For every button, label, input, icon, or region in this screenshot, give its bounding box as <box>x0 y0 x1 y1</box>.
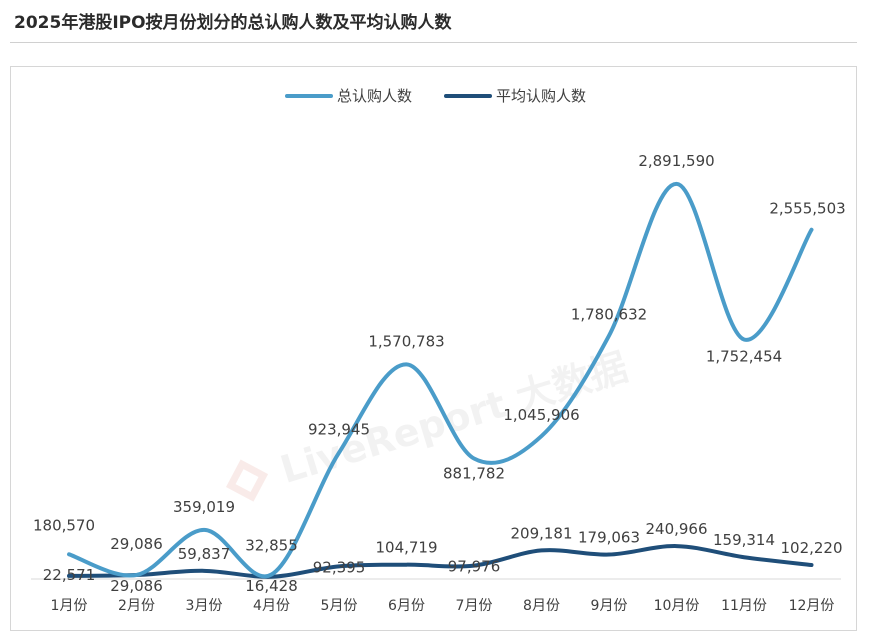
watermark: LiveReport 大数据 <box>226 345 633 502</box>
data-label-s0-4: 923,945 <box>308 421 370 439</box>
x-tick-label-0: 1月份 <box>51 598 88 614</box>
legend-label-1: 平均认购人数 <box>496 87 586 105</box>
x-tick-label-2: 3月份 <box>186 598 223 614</box>
series-line-1 <box>67 544 814 579</box>
data-label-s1-7: 209,181 <box>510 524 572 542</box>
data-label-s0-2: 359,019 <box>173 498 235 516</box>
data-label-s0-3: 32,855 <box>245 537 298 555</box>
data-label-s0-8: 1,780,632 <box>571 306 647 324</box>
data-label-s1-11: 102,220 <box>780 539 842 557</box>
data-label-s1-0: 22,571 <box>43 566 96 584</box>
chart-frame: LiveReport 大数据 180,570 29,086 359,019 32,855… <box>10 66 857 631</box>
x-tick-label-8: 9月份 <box>591 598 628 614</box>
x-tick-label-3: 4月份 <box>253 598 290 614</box>
data-label-s0-11: 2,555,503 <box>769 200 845 218</box>
x-tick-label-4: 5月份 <box>321 598 358 614</box>
title-divider <box>10 42 857 43</box>
legend-label-0: 总认购人数 <box>337 87 412 105</box>
watermark-logo-icon <box>226 459 269 502</box>
data-label-s1-5: 104,719 <box>375 539 437 557</box>
data-label-s0-6: 881,782 <box>443 464 505 482</box>
data-label-s1-9: 240,966 <box>645 520 707 538</box>
x-tick-label-9: 10月份 <box>654 598 700 614</box>
series-line-0 <box>67 181 814 579</box>
data-label-s1-2: 59,837 <box>178 545 231 563</box>
data-label-s0-1: 29,086 <box>110 535 163 553</box>
data-label-s0-10: 1,752,454 <box>706 347 782 365</box>
x-tick-label-7: 8月份 <box>523 598 560 614</box>
data-label-s1-4: 92,395 <box>313 558 366 576</box>
x-tick-label-11: 12月份 <box>789 598 835 614</box>
x-tick-label-5: 6月份 <box>388 598 425 614</box>
data-label-s1-3: 16,428 <box>245 577 298 595</box>
data-label-s1-8: 179,063 <box>578 529 640 547</box>
line-chart: LiveReport 大数据 180,570 29,086 359,019 32,855… <box>31 87 846 614</box>
x-tick-label-6: 7月份 <box>456 598 493 614</box>
data-label-s0-7: 1,045,906 <box>503 406 579 424</box>
data-label-s0-0: 180,570 <box>33 516 95 534</box>
data-label-s0-9: 2,891,590 <box>638 152 714 170</box>
data-label-s1-10: 159,314 <box>713 531 775 549</box>
x-tick-label-1: 2月份 <box>118 598 155 614</box>
x-tick-label-10: 11月份 <box>721 598 767 614</box>
data-label-s1-6: 97,976 <box>448 558 501 576</box>
data-label-s1-1: 29,086 <box>110 577 163 595</box>
data-label-s0-5: 1,570,783 <box>368 332 444 350</box>
page-title: 2025年港股IPO按月份划分的总认购人数及平均认购人数 <box>14 13 452 33</box>
